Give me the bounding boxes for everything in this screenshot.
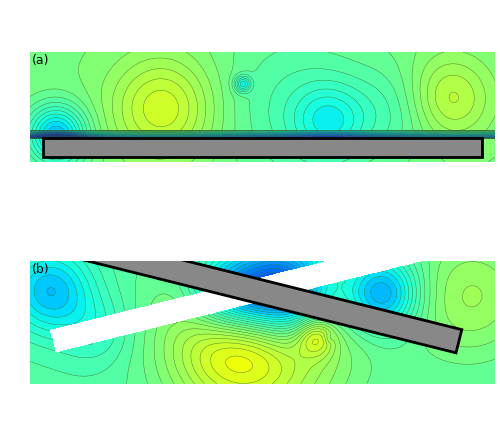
Text: (b): (b) — [32, 262, 50, 275]
Bar — [44, 139, 482, 158]
Polygon shape — [50, 229, 462, 353]
Text: (a): (a) — [32, 54, 50, 67]
